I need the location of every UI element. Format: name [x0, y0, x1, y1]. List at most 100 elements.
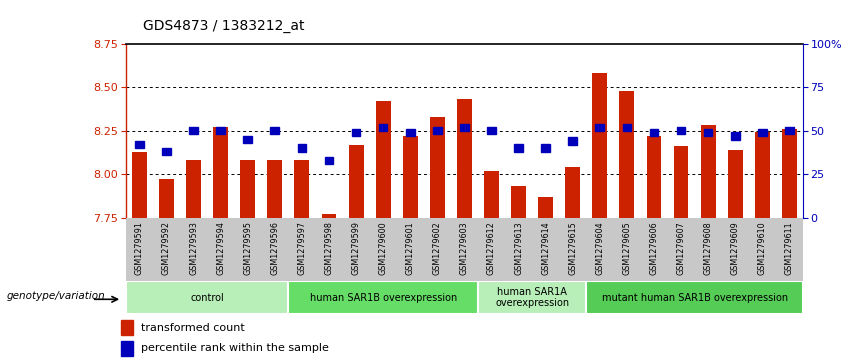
Text: GSM1279599: GSM1279599	[352, 221, 360, 275]
Bar	[186, 160, 201, 218]
Bar	[288, 218, 315, 281]
Bar	[749, 218, 776, 281]
Bar	[271, 127, 279, 134]
Text: GSM1279605: GSM1279605	[622, 221, 631, 275]
Bar	[321, 214, 337, 218]
Bar	[207, 218, 234, 281]
Text: GSM1279593: GSM1279593	[189, 221, 198, 275]
Text: GSM1279592: GSM1279592	[162, 221, 171, 275]
Text: mutant human SAR1B overexpression: mutant human SAR1B overexpression	[602, 293, 787, 303]
Bar	[126, 218, 153, 281]
Text: GSM1279594: GSM1279594	[216, 221, 225, 275]
Bar	[397, 218, 424, 281]
Bar	[378, 123, 387, 131]
Bar	[532, 218, 559, 281]
Bar	[315, 218, 343, 281]
Bar	[776, 218, 803, 281]
Text: GSM1279596: GSM1279596	[270, 221, 279, 275]
Bar	[207, 218, 234, 281]
Bar	[542, 144, 550, 152]
Bar	[126, 218, 153, 281]
Bar	[565, 167, 580, 218]
Bar	[180, 218, 207, 281]
Text: GSM1279604: GSM1279604	[595, 221, 604, 274]
Bar	[315, 218, 343, 281]
Text: GSM1279609: GSM1279609	[731, 221, 740, 275]
Bar	[749, 218, 776, 281]
Bar	[478, 218, 505, 281]
Bar	[180, 218, 207, 281]
Text: GSM1279598: GSM1279598	[325, 221, 333, 275]
Text: GSM1279591: GSM1279591	[135, 221, 144, 275]
Bar	[430, 117, 444, 218]
Bar	[376, 101, 391, 218]
Bar	[349, 144, 364, 218]
Bar	[298, 144, 306, 152]
Bar	[700, 126, 715, 218]
Bar	[694, 218, 721, 281]
Bar	[641, 218, 667, 281]
Bar	[649, 129, 658, 136]
Text: GSM1279606: GSM1279606	[649, 221, 659, 274]
Text: GSM1279602: GSM1279602	[433, 221, 442, 275]
Bar	[450, 218, 478, 281]
Bar	[288, 281, 478, 314]
Text: human SAR1A
overexpression: human SAR1A overexpression	[495, 287, 569, 309]
Bar	[234, 218, 261, 281]
Bar	[586, 218, 614, 281]
Bar	[592, 73, 608, 218]
Bar	[457, 99, 472, 218]
Bar	[460, 123, 469, 131]
Bar	[406, 129, 415, 136]
Text: GSM1279607: GSM1279607	[676, 221, 686, 275]
Bar	[505, 218, 532, 281]
Bar	[586, 281, 803, 314]
Text: GSM1279608: GSM1279608	[704, 221, 713, 274]
Bar	[487, 127, 496, 134]
Text: GSM1279595: GSM1279595	[243, 221, 253, 275]
Bar	[532, 218, 559, 281]
Bar	[424, 218, 450, 281]
Bar	[674, 146, 688, 218]
Text: GSM1279615: GSM1279615	[569, 221, 577, 275]
Bar	[758, 129, 766, 136]
Bar	[511, 187, 526, 218]
Bar	[325, 157, 333, 164]
Bar	[153, 218, 180, 281]
Bar	[450, 218, 478, 281]
Bar	[782, 129, 797, 218]
Bar	[214, 127, 228, 218]
Bar	[243, 136, 252, 143]
Text: GDS4873 / 1383212_at: GDS4873 / 1383212_at	[143, 19, 305, 33]
Bar	[586, 218, 614, 281]
Bar	[121, 340, 133, 356]
Bar	[559, 218, 586, 281]
Bar	[721, 218, 749, 281]
Text: human SAR1B overexpression: human SAR1B overexpression	[310, 293, 457, 303]
Bar	[288, 218, 315, 281]
Text: percentile rank within the sample: percentile rank within the sample	[141, 343, 328, 354]
Bar	[343, 218, 370, 281]
Bar	[667, 218, 694, 281]
Bar	[352, 129, 360, 136]
Text: GSM1279612: GSM1279612	[487, 221, 496, 275]
Bar	[727, 150, 743, 218]
Bar	[478, 281, 586, 314]
Text: transformed count: transformed count	[141, 323, 245, 333]
Bar	[424, 218, 450, 281]
Bar	[370, 218, 397, 281]
Bar	[261, 218, 288, 281]
Bar	[159, 179, 174, 218]
Text: GSM1279613: GSM1279613	[514, 221, 523, 274]
Bar	[677, 127, 686, 134]
Bar	[647, 136, 661, 218]
Bar	[126, 281, 288, 314]
Bar	[785, 127, 793, 134]
Bar	[614, 218, 641, 281]
Bar	[121, 320, 133, 335]
Bar	[135, 141, 144, 148]
Text: GSM1279614: GSM1279614	[541, 221, 550, 274]
Bar	[267, 160, 282, 218]
Bar	[294, 160, 309, 218]
Bar	[721, 218, 749, 281]
